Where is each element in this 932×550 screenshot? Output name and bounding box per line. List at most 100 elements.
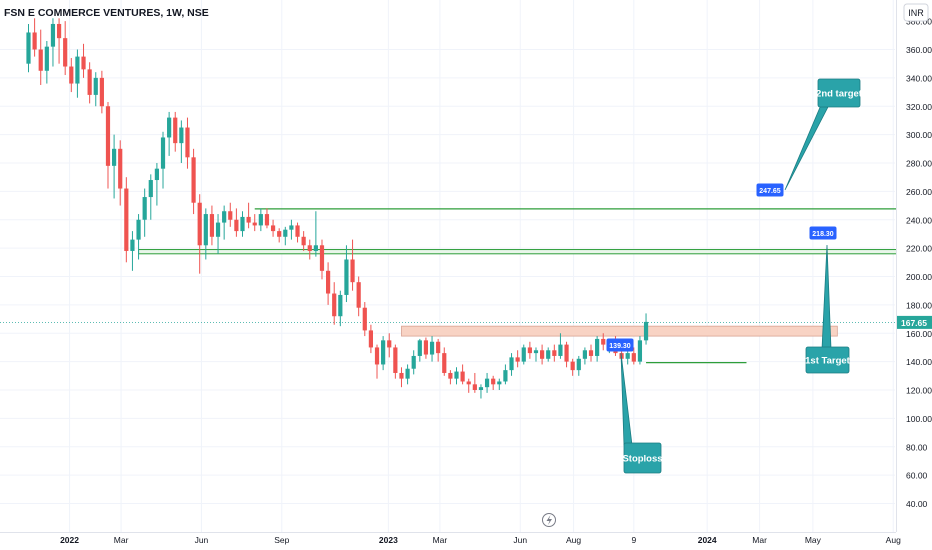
candle[interactable]: [32, 18, 37, 57]
candle[interactable]: [405, 364, 410, 385]
candle[interactable]: [546, 347, 551, 362]
candle[interactable]: [228, 202, 233, 227]
candle[interactable]: [215, 214, 221, 254]
candle[interactable]: [576, 355, 581, 376]
candle[interactable]: [515, 350, 520, 368]
candle[interactable]: [56, 18, 62, 64]
candle[interactable]: [509, 353, 514, 376]
candle[interactable]: [148, 174, 153, 220]
candle[interactable]: [173, 111, 178, 152]
candle[interactable]: [246, 202, 251, 229]
candle[interactable]: [313, 211, 318, 257]
candle[interactable]: [350, 239, 355, 291]
candle[interactable]: [301, 231, 306, 251]
candle[interactable]: [289, 219, 294, 240]
candle[interactable]: [601, 333, 606, 351]
candle[interactable]: [429, 336, 435, 362]
candle[interactable]: [466, 378, 471, 393]
candle[interactable]: [521, 344, 526, 365]
candle[interactable]: [38, 29, 43, 85]
candles-layer[interactable]: [26, 18, 649, 399]
candle[interactable]: [124, 177, 129, 263]
candle[interactable]: [497, 378, 502, 390]
candle[interactable]: [240, 211, 245, 237]
candle[interactable]: [631, 347, 636, 365]
candle[interactable]: [197, 194, 202, 274]
candle[interactable]: [105, 101, 111, 189]
candle[interactable]: [160, 131, 166, 189]
candle[interactable]: [460, 364, 465, 385]
candle[interactable]: [399, 367, 404, 388]
candle[interactable]: [558, 333, 563, 359]
candle[interactable]: [393, 344, 398, 379]
candle[interactable]: [222, 205, 227, 240]
candle[interactable]: [258, 208, 263, 232]
candle[interactable]: [283, 226, 288, 246]
candle[interactable]: [381, 336, 386, 371]
candle[interactable]: [99, 70, 104, 114]
candle[interactable]: [44, 40, 49, 84]
candle[interactable]: [307, 239, 312, 260]
candle[interactable]: [527, 341, 532, 359]
candle[interactable]: [142, 188, 147, 237]
candle[interactable]: [595, 336, 600, 362]
candle[interactable]: [582, 347, 587, 365]
candle[interactable]: [203, 208, 208, 260]
candle[interactable]: [136, 214, 141, 260]
candle[interactable]: [472, 372, 477, 393]
candle[interactable]: [564, 341, 569, 368]
candle[interactable]: [540, 344, 545, 365]
candle[interactable]: [234, 208, 239, 237]
candle[interactable]: [356, 276, 361, 317]
candle[interactable]: [417, 338, 422, 362]
candle[interactable]: [87, 62, 92, 104]
price-axis[interactable]: 40.0060.0080.00100.00120.00140.00160.001…: [896, 0, 932, 550]
candle[interactable]: [264, 208, 270, 229]
candle[interactable]: [69, 58, 74, 93]
candle[interactable]: [491, 375, 496, 390]
candle[interactable]: [533, 347, 539, 362]
candle[interactable]: [570, 358, 575, 376]
candle[interactable]: [191, 148, 196, 215]
candle[interactable]: [179, 120, 184, 163]
lightning-icon[interactable]: [542, 513, 556, 527]
candle[interactable]: [252, 214, 257, 232]
candle[interactable]: [368, 324, 373, 354]
currency-badge[interactable]: INR: [903, 3, 929, 22]
candle[interactable]: [75, 49, 80, 98]
candle[interactable]: [423, 337, 429, 359]
candle[interactable]: [332, 282, 337, 325]
candle[interactable]: [167, 111, 172, 156]
candle[interactable]: [643, 313, 649, 345]
candle[interactable]: [454, 367, 459, 385]
candle[interactable]: [637, 336, 643, 365]
candle[interactable]: [118, 140, 123, 206]
candle[interactable]: [93, 72, 98, 107]
candle[interactable]: [552, 344, 557, 362]
candle[interactable]: [442, 347, 447, 376]
candle[interactable]: [484, 372, 490, 393]
candle[interactable]: [588, 344, 594, 362]
candle[interactable]: [112, 134, 117, 199]
candle[interactable]: [448, 370, 453, 385]
candle[interactable]: [362, 302, 367, 337]
candle[interactable]: [277, 228, 282, 243]
candle[interactable]: [295, 222, 300, 243]
candle[interactable]: [50, 18, 56, 67]
candle[interactable]: [338, 290, 343, 327]
candle[interactable]: [436, 338, 441, 362]
candle[interactable]: [387, 333, 392, 358]
candle[interactable]: [319, 239, 325, 280]
candle[interactable]: [26, 23, 31, 73]
candle[interactable]: [411, 350, 416, 375]
candle[interactable]: [478, 384, 484, 399]
candle[interactable]: [185, 117, 190, 169]
time-axis[interactable]: 2022 Mar Jun Sep 2023 Mar Jun Aug 9 2024 Mar May Aug…: [0, 532, 932, 550]
candle[interactable]: [326, 262, 331, 305]
candle[interactable]: [209, 205, 215, 246]
candle[interactable]: [503, 364, 508, 385]
candle[interactable]: [63, 21, 68, 76]
candle[interactable]: [81, 43, 86, 78]
candle[interactable]: [344, 245, 349, 303]
